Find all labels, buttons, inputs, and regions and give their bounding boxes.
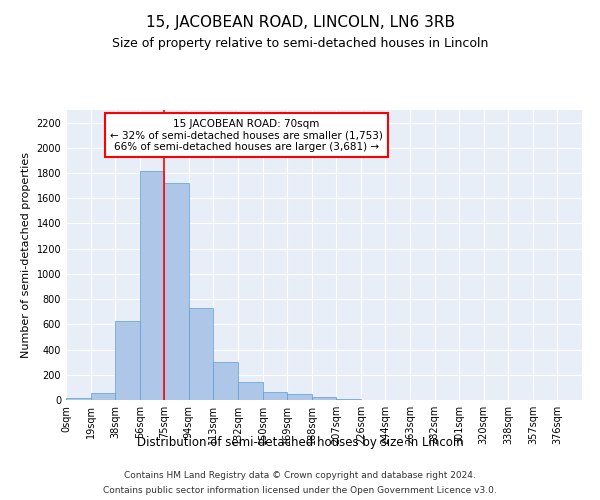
Bar [164,182,189,400]
Bar [263,392,287,400]
Text: 15, JACOBEAN ROAD, LINCOLN, LN6 3RB: 15, JACOBEAN ROAD, LINCOLN, LN6 3RB [146,15,455,30]
Bar [91,393,115,400]
Text: Distribution of semi-detached houses by size in Lincoln: Distribution of semi-detached houses by … [137,436,463,449]
Bar [189,308,214,400]
Text: Size of property relative to semi-detached houses in Lincoln: Size of property relative to semi-detach… [112,38,488,51]
Text: Contains HM Land Registry data © Crown copyright and database right 2024.: Contains HM Land Registry data © Crown c… [124,471,476,480]
Text: 15 JACOBEAN ROAD: 70sqm
← 32% of semi-detached houses are smaller (1,753)
66% of: 15 JACOBEAN ROAD: 70sqm ← 32% of semi-de… [110,118,383,152]
Bar [238,382,263,400]
Bar [140,170,164,400]
Text: Contains public sector information licensed under the Open Government Licence v3: Contains public sector information licen… [103,486,497,495]
Bar [336,398,361,400]
Bar [115,321,140,400]
Y-axis label: Number of semi-detached properties: Number of semi-detached properties [21,152,31,358]
Bar [287,394,312,400]
Bar [66,398,91,400]
Bar [312,397,336,400]
Bar [214,362,238,400]
